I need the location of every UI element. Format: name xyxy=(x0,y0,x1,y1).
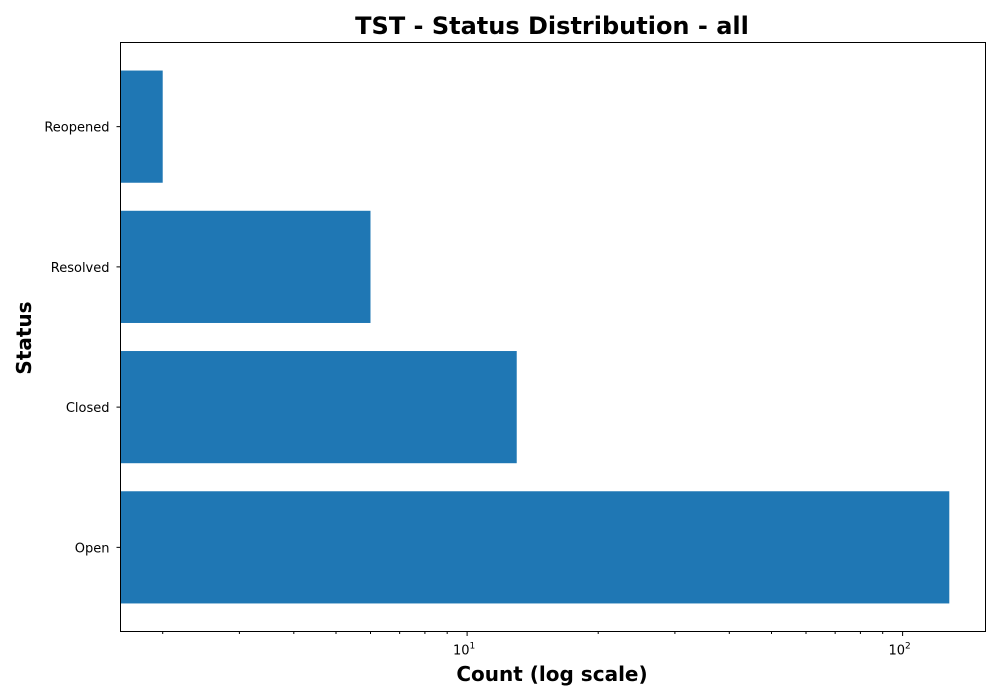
x-axis-label: Count (log scale) xyxy=(456,662,647,686)
x-tick-label: 102 xyxy=(888,642,910,659)
bar-resolved xyxy=(120,210,371,323)
bar-reopened xyxy=(120,70,163,183)
y-axis-label: Status xyxy=(12,301,36,374)
x-tick-label: 101 xyxy=(453,642,475,659)
bars-group xyxy=(120,70,950,604)
chart-title: TST - Status Distribution - all xyxy=(355,12,749,40)
y-tick-label-resolved: Resolved xyxy=(51,261,110,276)
x-ticks-group: 101 102 xyxy=(162,631,911,659)
y-tick-label-reopened: Reopened xyxy=(44,121,109,136)
plot-frame xyxy=(120,42,986,632)
bar-open xyxy=(120,491,950,604)
y-tick-label-closed: Closed xyxy=(66,401,110,416)
y-ticks-group: Open Closed Resolved Reopened xyxy=(44,121,121,556)
bar-closed xyxy=(120,351,517,464)
y-tick-label-open: Open xyxy=(75,541,110,556)
